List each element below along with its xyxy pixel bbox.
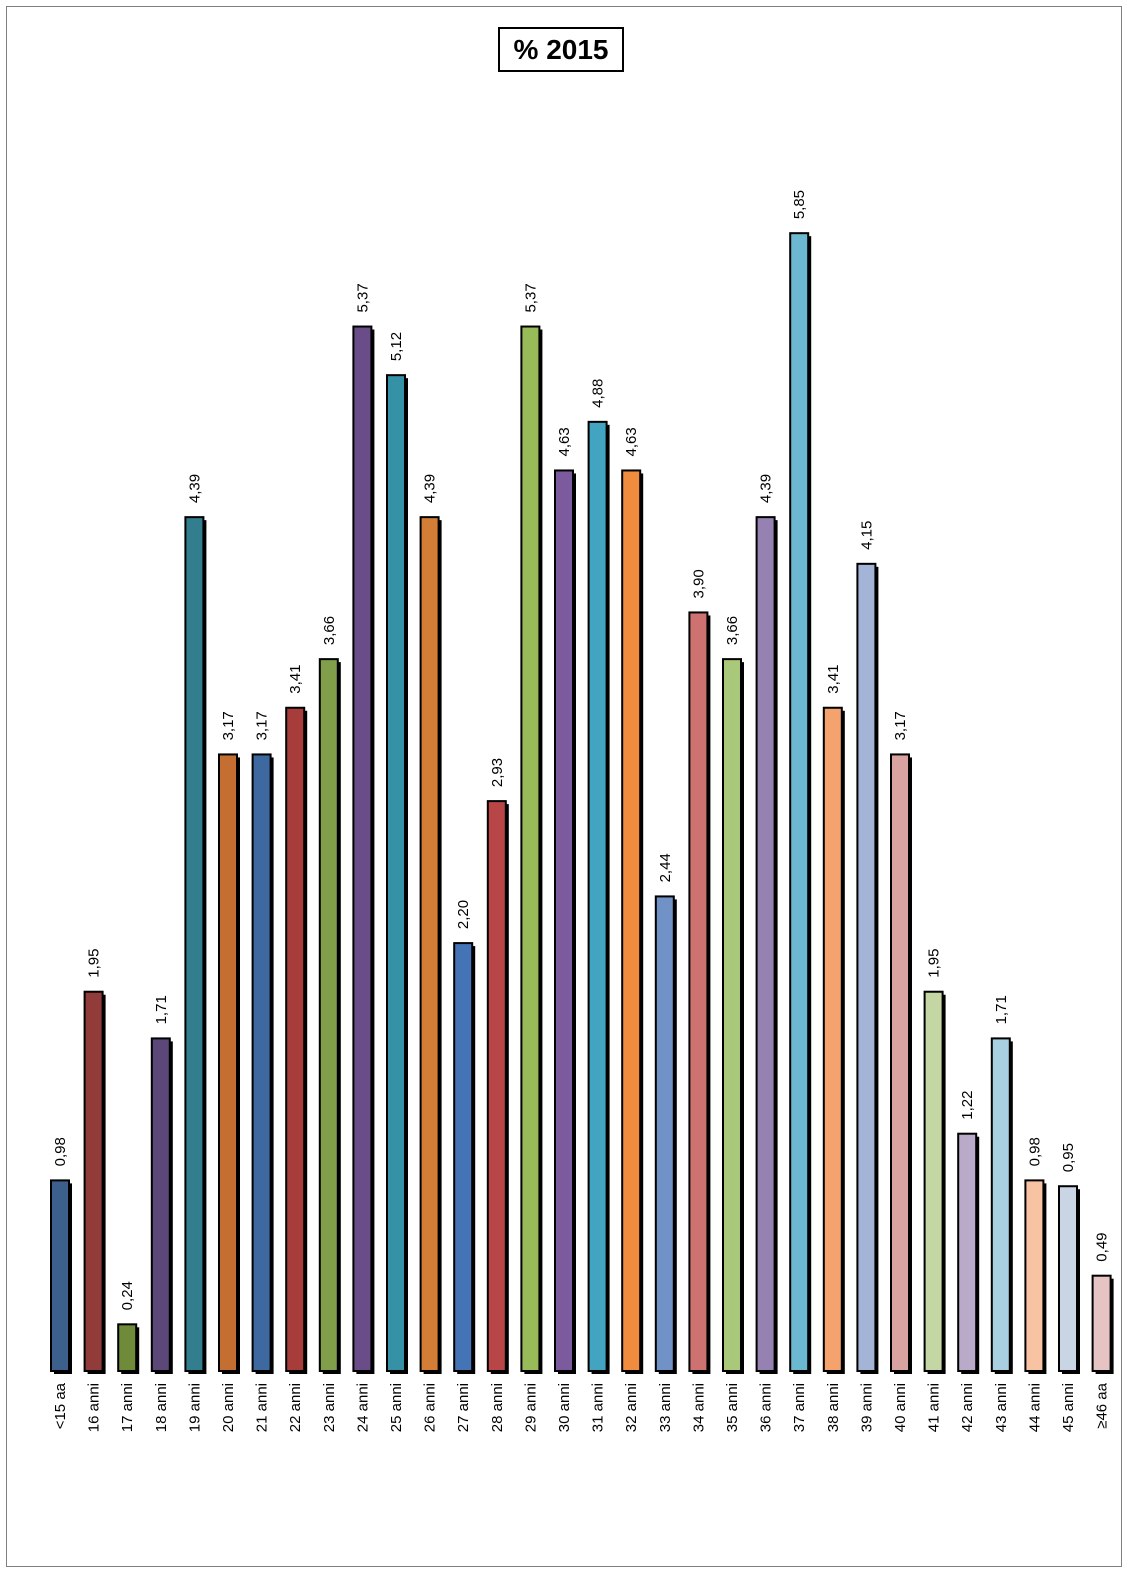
bar	[554, 469, 574, 1372]
bar	[957, 1132, 978, 1372]
x-tick-label: 25 anni	[388, 1383, 405, 1432]
bar	[1091, 1274, 1112, 1372]
bar	[50, 1179, 70, 1373]
x-tick-label: 43 anni	[993, 1383, 1010, 1432]
data-label: 3,17	[892, 711, 909, 740]
data-label: 5,37	[354, 283, 371, 312]
bar	[117, 1323, 138, 1372]
x-tick-label: <15 aa	[52, 1382, 69, 1429]
x-tick-label: 23 anni	[321, 1383, 338, 1432]
data-label: 1,71	[153, 995, 170, 1024]
bar	[352, 325, 373, 1372]
data-label: 2,93	[489, 758, 506, 787]
data-label: 4,63	[623, 427, 640, 456]
bar	[1058, 1185, 1078, 1372]
data-label: 3,66	[321, 616, 338, 645]
bar	[722, 658, 742, 1372]
data-label: 3,90	[690, 569, 707, 598]
x-tick-label: 39 anni	[858, 1383, 875, 1432]
bar	[285, 706, 306, 1372]
data-label: 0,98	[1026, 1137, 1043, 1166]
data-label: 1,22	[959, 1091, 976, 1120]
bar	[83, 990, 104, 1372]
bar	[789, 232, 810, 1372]
data-label: 0,49	[1094, 1232, 1111, 1261]
data-label: 0,95	[1060, 1143, 1077, 1172]
x-tick-label: 42 anni	[959, 1383, 976, 1432]
x-tick-label: 20 anni	[220, 1383, 237, 1432]
x-tick-label: 30 anni	[556, 1383, 573, 1432]
data-label: 4,39	[186, 474, 203, 503]
x-tick-label: 38 anni	[825, 1383, 842, 1432]
bar	[856, 562, 877, 1372]
x-tick-label: 32 anni	[623, 1383, 640, 1432]
bar	[486, 800, 507, 1372]
data-label: 2,44	[657, 853, 674, 882]
chart-title: % 2015	[498, 27, 624, 72]
data-label: 4,88	[590, 379, 607, 408]
x-tick-label: 35 anni	[724, 1383, 741, 1432]
bar	[386, 374, 406, 1373]
x-tick-label: 28 anni	[489, 1383, 506, 1432]
data-label: 0,24	[119, 1281, 136, 1310]
x-tick-label: 41 anni	[926, 1383, 943, 1432]
data-label: 5,37	[522, 283, 539, 312]
x-tick-label: 21 anni	[254, 1383, 271, 1432]
bar	[520, 325, 541, 1372]
bar	[822, 706, 843, 1372]
chart-frame	[6, 6, 1122, 1567]
x-tick-label: 17 anni	[119, 1383, 136, 1432]
bar	[1024, 1179, 1045, 1373]
x-tick-label: 29 anni	[522, 1383, 539, 1432]
x-tick-label: 34 anni	[690, 1383, 707, 1432]
x-tick-label: 44 anni	[1026, 1383, 1043, 1432]
x-tick-label: 45 anni	[1060, 1383, 1077, 1432]
data-label: 3,17	[220, 711, 237, 740]
x-tick-label: ≥46 aa	[1094, 1382, 1111, 1428]
bar	[990, 1037, 1011, 1373]
x-tick-label: 31 anni	[590, 1383, 607, 1432]
data-label: 3,41	[287, 665, 304, 694]
x-tick-label: 33 anni	[657, 1383, 674, 1432]
data-label: 4,39	[422, 474, 439, 503]
bar	[419, 516, 440, 1372]
data-label: 4,15	[858, 521, 875, 550]
data-label: 4,63	[556, 427, 573, 456]
bar	[218, 753, 238, 1372]
x-tick-label: 24 anni	[354, 1383, 371, 1432]
bar	[453, 942, 474, 1372]
x-tick-label: 18 anni	[153, 1383, 170, 1432]
data-label: 5,85	[791, 190, 808, 219]
bar	[688, 611, 709, 1372]
bar	[621, 469, 642, 1372]
data-label: 1,95	[86, 949, 103, 978]
data-label: 3,66	[724, 616, 741, 645]
x-tick-label: 40 anni	[892, 1383, 909, 1432]
data-label: 2,20	[455, 900, 472, 929]
data-label: 3,17	[254, 711, 271, 740]
bar	[251, 753, 272, 1372]
bar	[890, 753, 910, 1372]
x-tick-label: 36 anni	[758, 1383, 775, 1432]
x-tick-label: 26 anni	[422, 1383, 439, 1432]
data-label: 5,12	[388, 332, 405, 361]
bar	[318, 658, 339, 1372]
bar	[150, 1037, 171, 1373]
bar	[654, 895, 675, 1372]
data-label: 3,41	[825, 665, 842, 694]
x-tick-label: 27 anni	[455, 1383, 472, 1432]
bar	[923, 990, 944, 1372]
data-label: 4,39	[758, 474, 775, 503]
x-tick-label: 37 anni	[791, 1383, 808, 1432]
bar	[587, 420, 608, 1372]
x-tick-label: 16 anni	[86, 1383, 103, 1432]
data-label: 1,95	[926, 949, 943, 978]
x-tick-label: 19 anni	[186, 1383, 203, 1432]
bar	[755, 516, 776, 1372]
x-tick-label: 22 anni	[287, 1383, 304, 1432]
data-label: 0,98	[52, 1137, 69, 1166]
data-label: 1,71	[993, 995, 1010, 1024]
bar	[184, 516, 205, 1372]
